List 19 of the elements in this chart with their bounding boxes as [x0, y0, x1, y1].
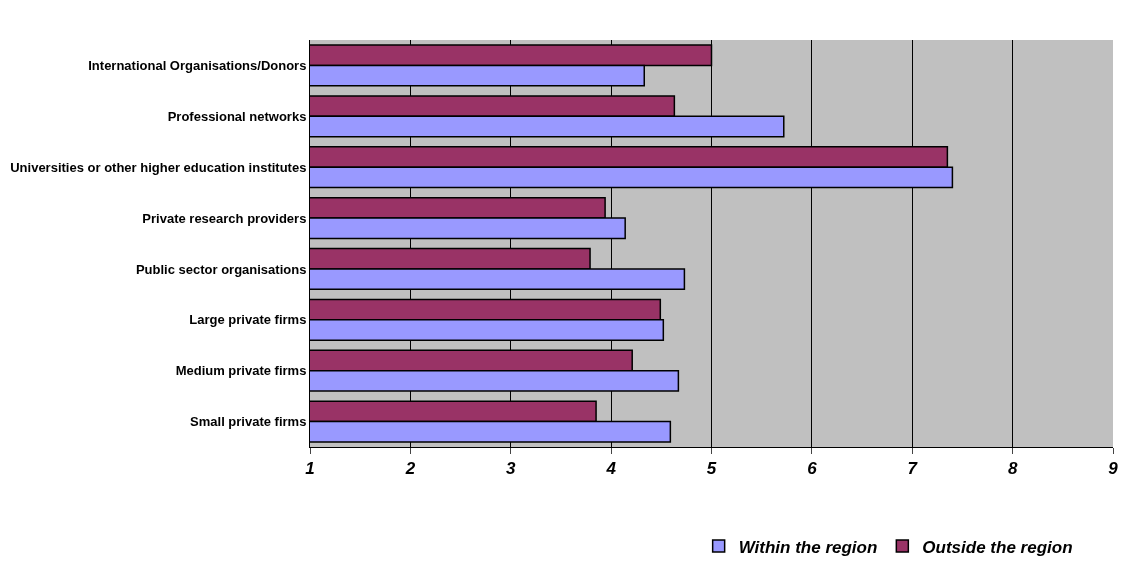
x-tick-label: 5	[706, 459, 717, 479]
y-tick-label: Large private firms	[189, 312, 307, 328]
x-tick-label: 1	[305, 459, 315, 479]
x-tick-label: 2	[404, 459, 416, 479]
legend-label: Outside the region	[922, 537, 1073, 557]
x-tick-label: 9	[1108, 459, 1119, 479]
y-tick-label: Public sector organisations	[135, 261, 307, 277]
y-tick-label: Professional networks	[167, 108, 307, 124]
x-tick-label: 4	[605, 459, 617, 479]
y-tick-label: International Organisations/Donors	[88, 57, 307, 73]
legend-label: Within the region	[738, 537, 878, 557]
y-tick-label: Private research providers	[142, 210, 307, 226]
x-tick-label: 7	[907, 459, 919, 479]
y-tick-label: Medium private firms	[175, 363, 307, 379]
y-tick-label: Small private firms	[190, 414, 307, 430]
y-tick-label: Universities or other higher education institutes	[10, 159, 307, 175]
x-tick-label: 6	[807, 459, 818, 479]
x-tick-label: 8	[1007, 459, 1018, 479]
x-tick-label: 3	[506, 459, 517, 479]
